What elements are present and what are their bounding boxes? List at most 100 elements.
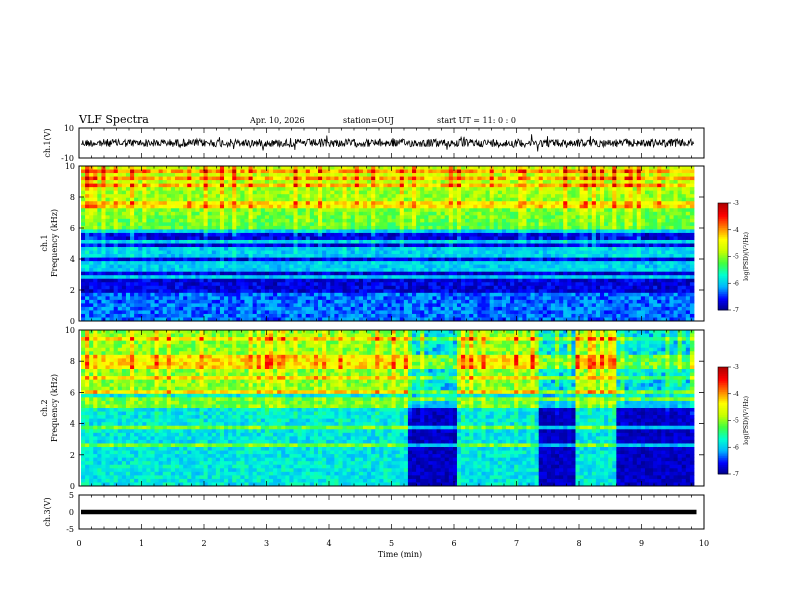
spectrogram-cell: [440, 268, 446, 273]
spectrogram-cell: [215, 278, 221, 283]
spectrogram-cell: [375, 243, 380, 248]
spectrogram-cell: [174, 204, 180, 209]
spectrogram-cell: [358, 225, 364, 230]
spectrogram-cell: [260, 232, 266, 237]
spectrogram-cell: [219, 236, 225, 241]
spectrogram-cell: [412, 268, 417, 273]
spectrogram-cell: [187, 201, 192, 206]
spectrogram-cell: [121, 176, 127, 181]
spectrogram-cell: [134, 254, 139, 258]
spectrogram-cell: [121, 190, 127, 195]
spectrogram-cell: [93, 222, 98, 227]
spectrogram-cell: [481, 197, 486, 202]
spectrogram-cell: [444, 303, 450, 308]
spectrogram-cell: [277, 211, 282, 216]
spectrogram-cell: [412, 222, 417, 227]
spectrogram-cell: [375, 229, 380, 234]
spectrogram-cell: [240, 211, 245, 216]
spectrogram-cell: [330, 229, 335, 234]
spectrogram-cell: [301, 257, 307, 262]
spectrogram-cell: [342, 236, 348, 241]
spectrogram-cell: [248, 204, 254, 209]
spectrogram-cell: [224, 229, 229, 234]
spectrogram-cell: [121, 257, 127, 262]
spectrogram-cell: [293, 194, 298, 199]
spectrogram-cell: [183, 254, 188, 258]
spectrogram-cell: [399, 201, 405, 206]
spectrogram-cell: [510, 169, 515, 174]
spectrogram-cell: [362, 201, 368, 206]
spectrogram-cell: [432, 201, 437, 206]
spectrogram-cell: [281, 183, 286, 188]
spectrogram-cell: [113, 275, 119, 280]
spectrogram-cell: [252, 264, 258, 269]
spectrogram-cell: [244, 180, 249, 185]
spectrogram-cell: [522, 222, 527, 227]
spectrogram-cell: [207, 187, 213, 192]
spectrogram-cell: [501, 176, 507, 181]
spectrogram-cell: [215, 176, 221, 181]
spectrogram-cell: [395, 285, 401, 290]
spectrogram-cell: [89, 306, 94, 311]
spectrogram-cell: [273, 225, 278, 230]
spectrogram-cell: [514, 296, 519, 301]
spectrogram-cell: [117, 194, 123, 199]
spectrogram-cell: [403, 254, 409, 258]
spectrogram-cell: [121, 261, 127, 266]
spectrogram-cell: [534, 176, 540, 181]
spectrogram-cell: [379, 204, 384, 209]
spectrogram-cell: [354, 313, 360, 318]
spectrogram-cell: [534, 187, 540, 192]
spectrogram-cell: [420, 289, 425, 294]
spectrogram-cell: [101, 187, 106, 192]
spectrogram-cell: [248, 225, 254, 230]
spectrogram-cell: [538, 232, 544, 237]
spectrogram-cell: [187, 261, 192, 266]
spectrogram-cell: [497, 180, 503, 185]
spectrogram-cell: [146, 317, 151, 322]
spectrogram-cell: [142, 247, 147, 251]
spectrogram-cell: [383, 187, 388, 192]
spectrogram-cell: [85, 197, 90, 202]
spectrogram-cell: [162, 176, 168, 181]
spectrogram-cell: [203, 215, 209, 220]
spectrogram-cell: [416, 243, 421, 248]
spectrogram-cell: [399, 222, 405, 227]
spectrogram-cell: [154, 208, 160, 213]
spectrogram-cell: [150, 173, 155, 177]
spectrogram-cell: [236, 194, 241, 199]
spectrogram-cell: [522, 299, 527, 304]
spectrogram-cell: [428, 292, 433, 297]
spectrogram-cell: [117, 247, 123, 251]
spectrogram-cell: [338, 261, 343, 266]
spectrogram-cell: [130, 236, 135, 241]
spectrogram-cell: [277, 222, 282, 227]
spectrogram-cell: [518, 211, 523, 216]
spectrogram-cell: [174, 166, 180, 170]
spectrogram-cell: [215, 264, 221, 269]
spectrogram-cell: [211, 229, 217, 234]
spectrogram-cell: [354, 190, 360, 195]
spectrogram-cell: [219, 225, 225, 230]
spectrogram-cell: [469, 264, 474, 269]
spectrogram-cell: [179, 247, 184, 251]
spectrogram-cell: [485, 222, 491, 227]
spectrogram-cell: [170, 261, 176, 266]
spectrogram-cell: [264, 187, 270, 192]
spectrogram-cell: [170, 190, 176, 195]
spectrogram-cell: [134, 289, 139, 294]
spectrogram-cell: [297, 306, 303, 311]
spectrogram-cell: [252, 313, 258, 318]
spectrogram-cell: [191, 310, 196, 315]
spectrogram-cell: [207, 169, 213, 174]
spectrogram-cell: [432, 264, 437, 269]
spectrogram-cell: [367, 275, 372, 280]
spectrogram-cell: [362, 275, 368, 280]
spectrogram-cell: [383, 306, 388, 311]
spectrogram-cell: [297, 169, 303, 174]
spectrogram-cell: [158, 229, 164, 234]
spectrogram-cell: [138, 296, 143, 301]
spectrogram-cell: [252, 201, 258, 206]
spectrogram-cell: [497, 190, 503, 195]
spectrogram-cell: [469, 187, 474, 192]
